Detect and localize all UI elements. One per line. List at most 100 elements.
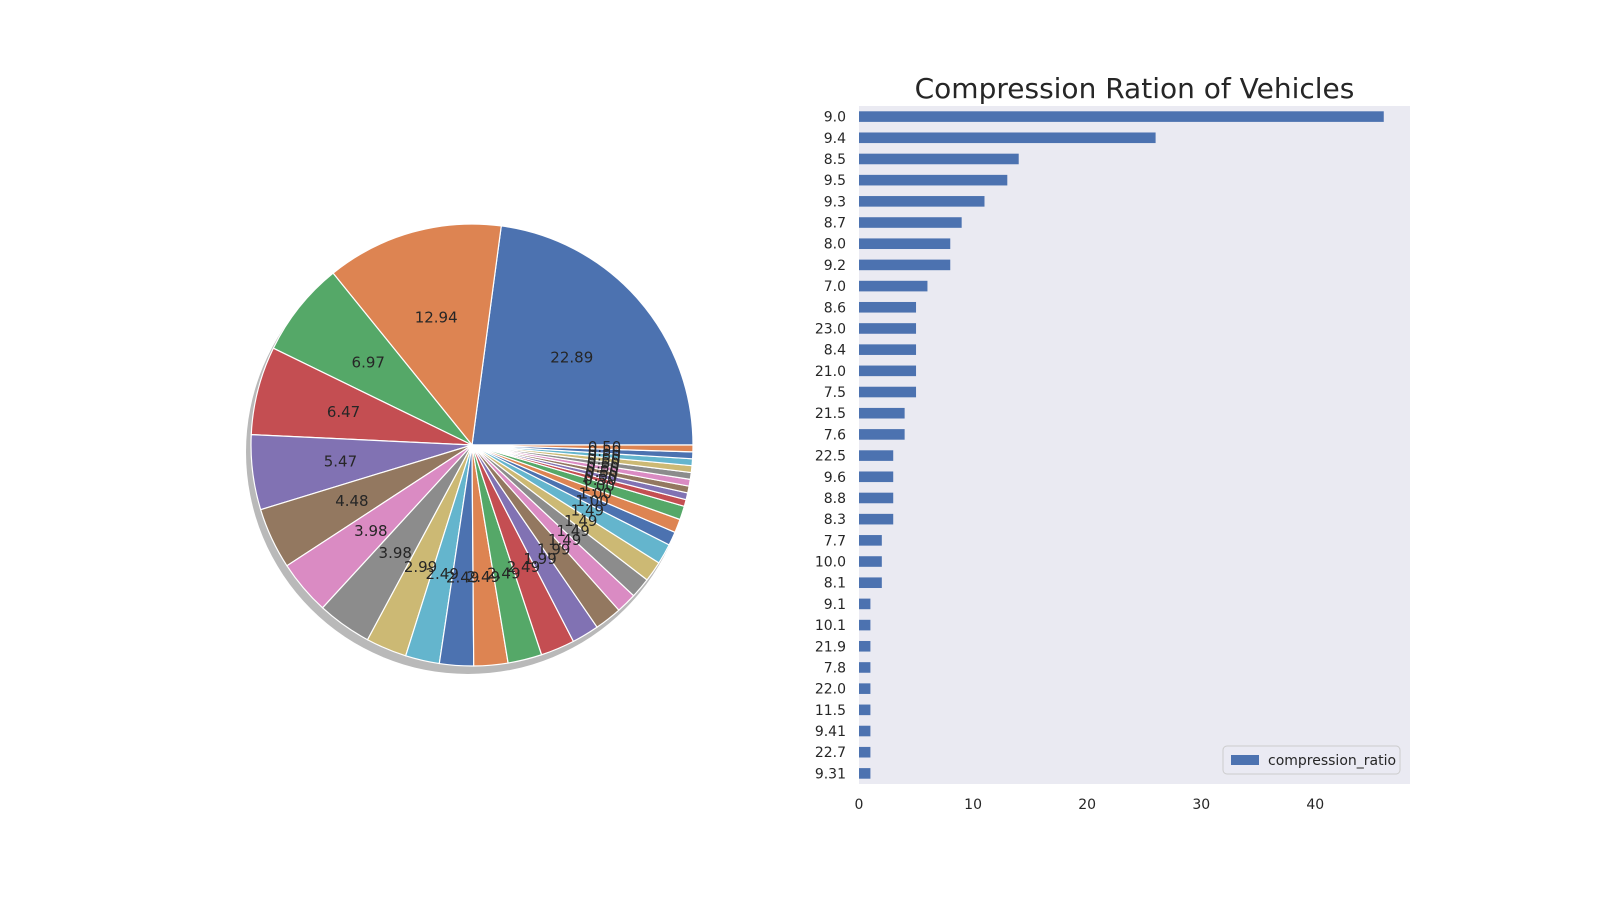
bar	[859, 683, 871, 694]
pie-slice-label: 0.50	[587, 455, 620, 473]
bar	[859, 238, 951, 250]
pie-slice-label: 1.49	[564, 512, 597, 530]
pie-slice-label: 1.00	[575, 492, 608, 510]
y-tick-label: 9.2	[824, 258, 846, 274]
pie-slice-label: 12.94	[415, 308, 458, 326]
pie-slice-label: 1.49	[556, 522, 589, 540]
bar	[859, 386, 917, 398]
x-tick-label: 40	[1306, 797, 1324, 813]
pie-slice	[471, 225, 694, 446]
bar	[859, 746, 871, 758]
y-tick-label: 8.6	[824, 300, 846, 316]
bar	[859, 598, 871, 610]
bar	[859, 217, 962, 228]
pie-slice	[471, 444, 694, 453]
y-tick-label: 7.7	[824, 533, 846, 549]
pie-slice-label: 3.98	[354, 522, 387, 540]
bar	[859, 450, 894, 461]
pie-slice-label: 0.50	[585, 463, 618, 481]
pie-slice-label: 2.49	[467, 568, 500, 586]
pie-slice-label: 2.99	[404, 558, 437, 576]
y-tick-label: 8.0	[824, 237, 846, 253]
y-tick-label: 9.4	[824, 131, 846, 147]
bar	[859, 577, 882, 589]
pie-slice-label: 0.50	[583, 471, 616, 489]
bar	[859, 153, 1019, 165]
x-tick-label: 30	[1192, 797, 1210, 813]
y-tick-label: 8.1	[824, 576, 846, 592]
y-tick-label: 8.3	[824, 512, 846, 528]
y-tick-label: 10.0	[815, 555, 846, 571]
y-tick-label: 9.6	[824, 470, 846, 486]
pie-slice-label: 1.49	[571, 501, 604, 519]
pie-slice-label: 0.50	[587, 446, 620, 464]
y-tick-label: 9.0	[824, 110, 846, 126]
legend-swatch	[1231, 755, 1259, 765]
y-tick-label: 21.5	[815, 406, 846, 422]
bar	[859, 429, 905, 440]
bar	[859, 280, 928, 292]
bar	[859, 174, 1008, 186]
pie-slice-label: 0.50	[587, 450, 620, 468]
pie-slice-label: 1.00	[579, 485, 612, 503]
pie-slice-label: 2.49	[446, 568, 479, 586]
x-tick-label: 10	[964, 797, 982, 813]
bar	[859, 132, 1156, 144]
bar	[859, 556, 882, 567]
bar	[859, 704, 871, 716]
pie-slice-label: 22.89	[550, 349, 593, 367]
pie-slice-label: 2.49	[507, 558, 540, 576]
bar	[859, 619, 871, 631]
bar	[859, 365, 917, 377]
pie-slice-label: 1.00	[581, 477, 614, 495]
y-tick-label: 21.0	[815, 364, 846, 380]
y-tick-label: 8.4	[824, 343, 846, 359]
bar	[859, 725, 871, 737]
y-tick-label: 11.5	[815, 703, 846, 719]
y-tick-label: 23.0	[815, 321, 846, 337]
bar	[859, 535, 882, 546]
x-tick-label: 20	[1078, 797, 1096, 813]
y-tick-label: 9.5	[824, 173, 846, 189]
plot-area	[859, 106, 1410, 784]
pie-slice-label: 0.50	[586, 459, 619, 477]
y-tick-label: 7.8	[824, 660, 846, 676]
y-tick-label: 22.0	[815, 682, 846, 698]
y-tick-label: 21.9	[815, 639, 846, 655]
x-tick-label: 0	[855, 797, 864, 813]
y-tick-label: 22.5	[815, 449, 846, 465]
y-tick-label: 8.8	[824, 491, 846, 507]
pie-slice-label: 2.49	[487, 565, 520, 583]
y-tick-label: 9.31	[815, 766, 846, 782]
bar	[859, 471, 894, 483]
y-tick-label: 22.7	[815, 745, 846, 761]
bar	[859, 640, 871, 652]
pie-slice-label: 1.99	[537, 540, 570, 558]
bar	[859, 196, 985, 207]
legend-label: compression_ratio	[1268, 753, 1396, 769]
bar-chart: Compression Ration of Vehicles 9.0 9.4 8.5…	[815, 72, 1410, 813]
bar	[859, 323, 917, 334]
pie-slice-label: 0.50	[584, 467, 617, 485]
y-tick-label: 9.3	[824, 194, 846, 210]
bar	[859, 513, 894, 525]
pie-slice-label: 0.50	[588, 438, 621, 456]
y-tick-label: 8.7	[824, 216, 846, 232]
y-tick-label: 7.6	[824, 427, 846, 443]
bar	[859, 407, 905, 419]
pie-slice-label: 1.49	[548, 531, 581, 549]
y-tick-label: 7.0	[824, 279, 846, 295]
pie-slice-label: 2.49	[426, 565, 459, 583]
pie-chart: 22.8912.946.976.475.474.483.983.982.992.…	[246, 223, 694, 674]
y-tick-label: 8.5	[824, 152, 846, 168]
y-tick-label: 9.41	[815, 724, 846, 740]
bar	[859, 301, 917, 313]
bar	[859, 768, 871, 779]
pie-slice-label: 0.50	[588, 442, 621, 460]
bar	[859, 344, 917, 355]
pie-slice-label: 4.48	[335, 492, 368, 510]
pie-slice-label: 6.47	[327, 403, 360, 421]
legend	[1222, 745, 1401, 775]
pie-slice-label: 3.98	[379, 544, 412, 562]
